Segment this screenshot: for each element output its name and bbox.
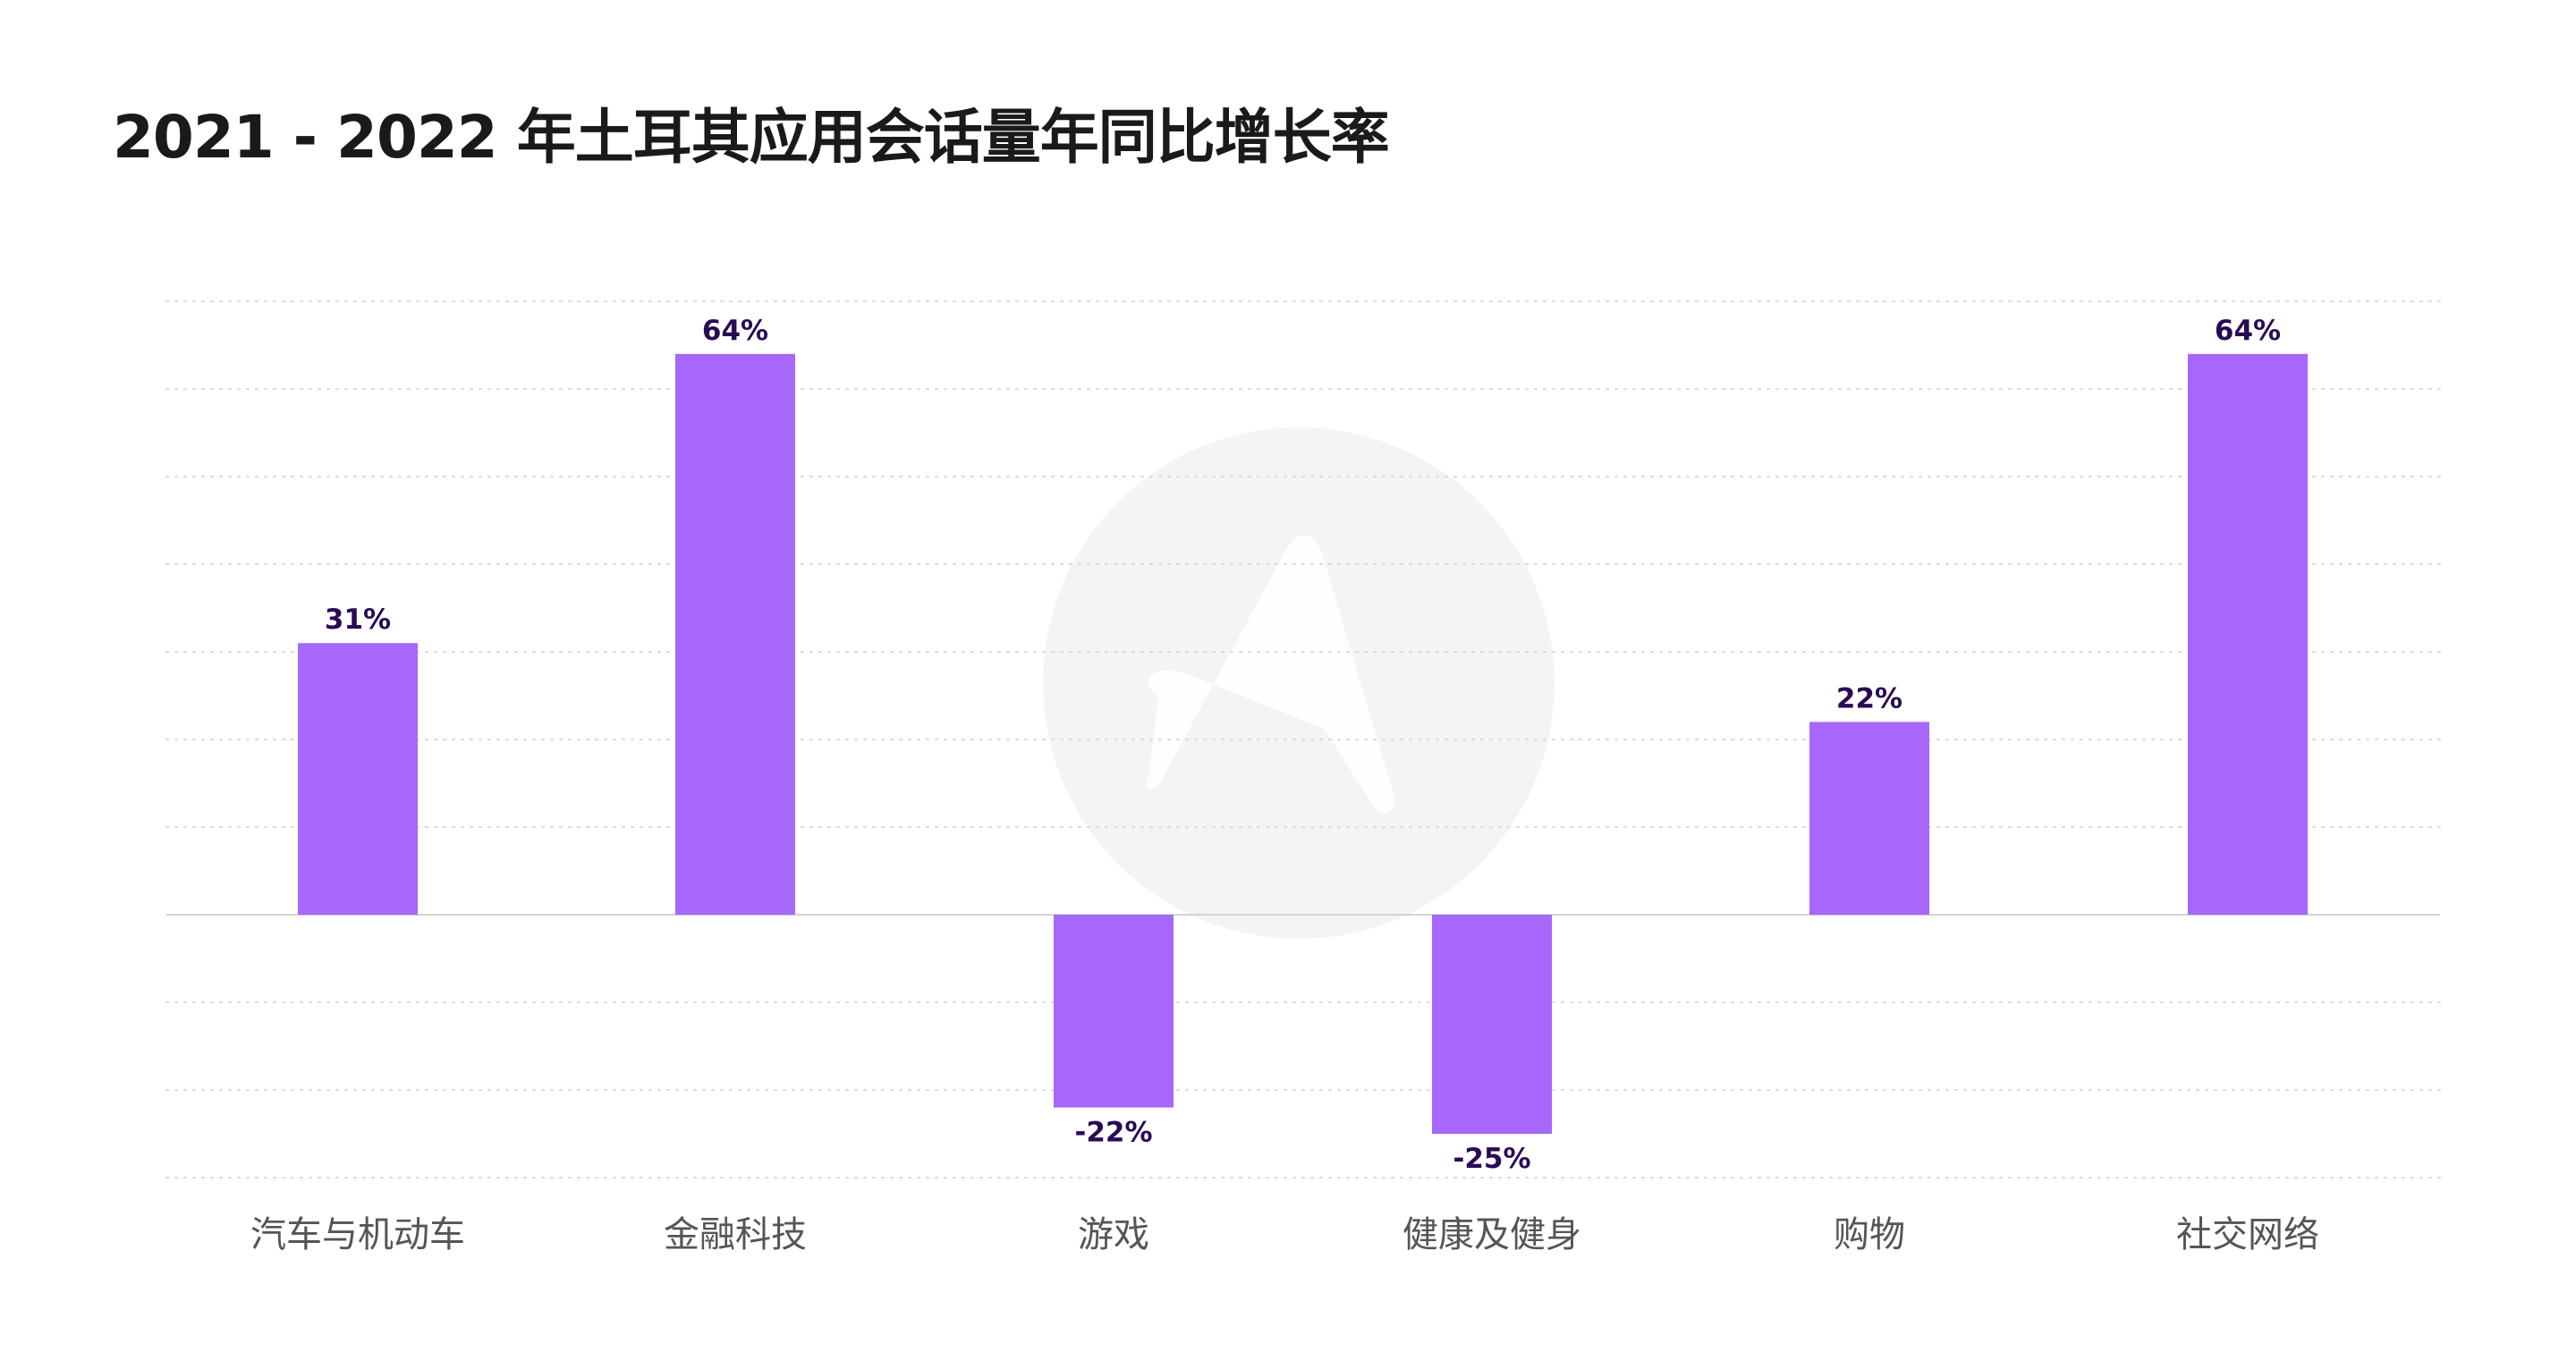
bar-value-label: -25% bbox=[1453, 1143, 1530, 1175]
value-labels: 31% 64% -22% -25% 22% 64% bbox=[325, 315, 2281, 1175]
watermark-logo-icon bbox=[1043, 427, 1555, 939]
category-label: 健康及健身 bbox=[1402, 1214, 1581, 1255]
category-label: 汽车与机动车 bbox=[250, 1214, 465, 1255]
bar bbox=[1809, 722, 1929, 915]
category-label: 购物 bbox=[1834, 1214, 1905, 1255]
category-labels: 汽车与机动车 金融科技 游戏 健康及健身 购物 社交网络 bbox=[250, 1214, 2319, 1255]
bar bbox=[2188, 353, 2308, 915]
bar-value-label: 64% bbox=[702, 315, 768, 347]
category-label: 游戏 bbox=[1078, 1214, 1149, 1255]
bar bbox=[298, 643, 418, 915]
bar bbox=[1432, 915, 1552, 1134]
grid-lines bbox=[165, 300, 2441, 1179]
bar-value-label: -22% bbox=[1074, 1117, 1152, 1149]
bar bbox=[1054, 915, 1174, 1108]
bar-value-label: 31% bbox=[325, 604, 391, 636]
category-label: 社交网络 bbox=[2176, 1214, 2319, 1255]
bar-value-label: 22% bbox=[1836, 682, 1902, 714]
bars bbox=[298, 353, 2308, 1134]
chart-title: 2021 - 2022 年土耳其应用会话量年同比增长率 bbox=[113, 103, 1390, 172]
bar bbox=[675, 353, 795, 915]
category-label: 金融科技 bbox=[664, 1214, 807, 1255]
bar-value-label: 64% bbox=[2215, 315, 2281, 347]
